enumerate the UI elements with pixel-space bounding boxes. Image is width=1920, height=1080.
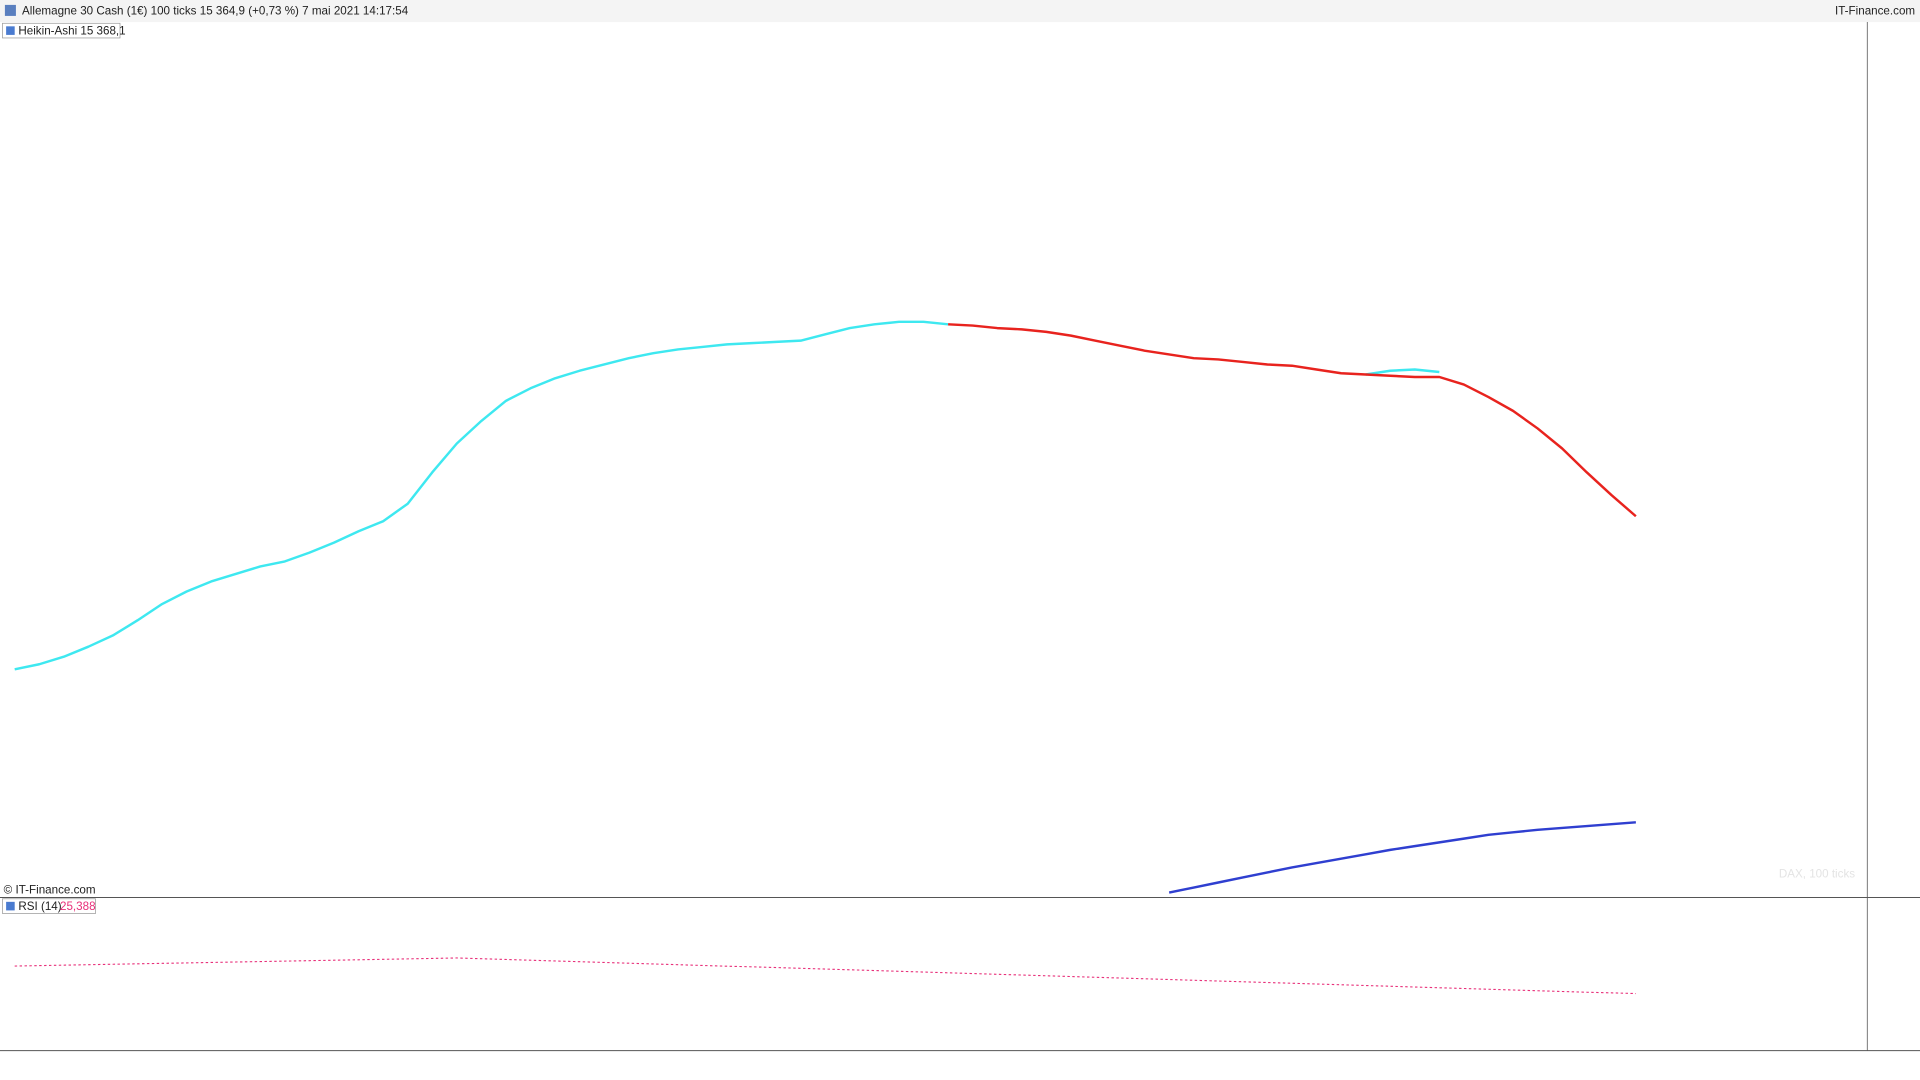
moving-average (1168, 821, 1636, 894)
header-title: Allemagne 30 Cash (1€) 100 ticks 15 364,… (22, 5, 409, 18)
rsi-panel (14, 957, 1636, 995)
moving-average (14, 320, 1440, 671)
series-label: Heikin-Ashi 15 368,1 (18, 24, 125, 37)
header-bar (0, 0, 1920, 23)
rsi-last-value: 25,388 (60, 900, 96, 913)
rsi-title: RSI (14) (18, 900, 61, 913)
price-panel (14, 320, 1637, 894)
series-legend-box (2, 22, 121, 39)
rsi-legend-box (2, 898, 96, 914)
rsi-icon (6, 901, 15, 911)
copyright: © IT-Finance.com (4, 883, 96, 896)
series-icon (6, 26, 15, 35)
watermark: DAX, 100 ticks (1779, 867, 1855, 880)
header-icon (4, 4, 16, 16)
rsi-signal (14, 957, 1636, 995)
header-brand: IT-Finance.com (1835, 5, 1915, 18)
moving-average (948, 323, 1637, 518)
